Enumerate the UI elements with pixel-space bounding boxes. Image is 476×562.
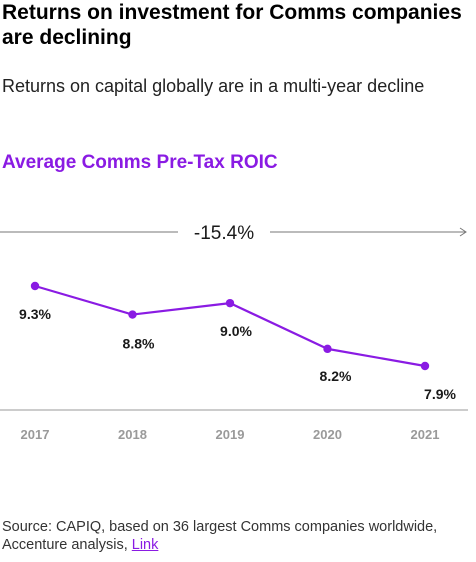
x-tick-label: 2017 [21, 427, 50, 442]
source-note: Source: CAPIQ, based on 36 largest Comms… [2, 518, 472, 554]
trend-arrowhead [459, 227, 467, 237]
value-labels: 9.3% 8.8% 9.0% 8.2% 7.9% [19, 306, 456, 402]
data-point [30, 281, 40, 291]
page-title: Returns on investment for Comms companie… [2, 1, 462, 49]
x-tick-label: 2020 [313, 427, 342, 442]
source-link[interactable]: Link [131, 537, 159, 553]
data-point [128, 310, 137, 319]
series-group [30, 281, 430, 371]
data-point [420, 361, 430, 371]
x-tick-label: 2019 [216, 427, 245, 442]
chart-title: Average Comms Pre-Tax ROIC [2, 152, 278, 173]
data-point [225, 298, 235, 308]
value-label: 8.8% [123, 336, 155, 352]
x-tick-label: 2021 [411, 427, 440, 442]
trend-annotation: -15.4% [0, 223, 467, 244]
page-subtitle: Returns on capital globally are in a mul… [2, 76, 425, 96]
value-label: 8.2% [320, 368, 352, 384]
value-label: 7.9% [424, 386, 456, 402]
trend-label: -15.4% [194, 223, 254, 244]
x-tick-labels: 2017 2018 2019 2020 2021 [21, 427, 440, 442]
data-point [323, 344, 332, 354]
source-text: Source: CAPIQ, based on 36 largest Comms… [2, 519, 438, 553]
x-tick-label: 2018 [118, 427, 147, 442]
value-label: 9.3% [19, 306, 51, 322]
value-label: 9.0% [220, 323, 252, 339]
